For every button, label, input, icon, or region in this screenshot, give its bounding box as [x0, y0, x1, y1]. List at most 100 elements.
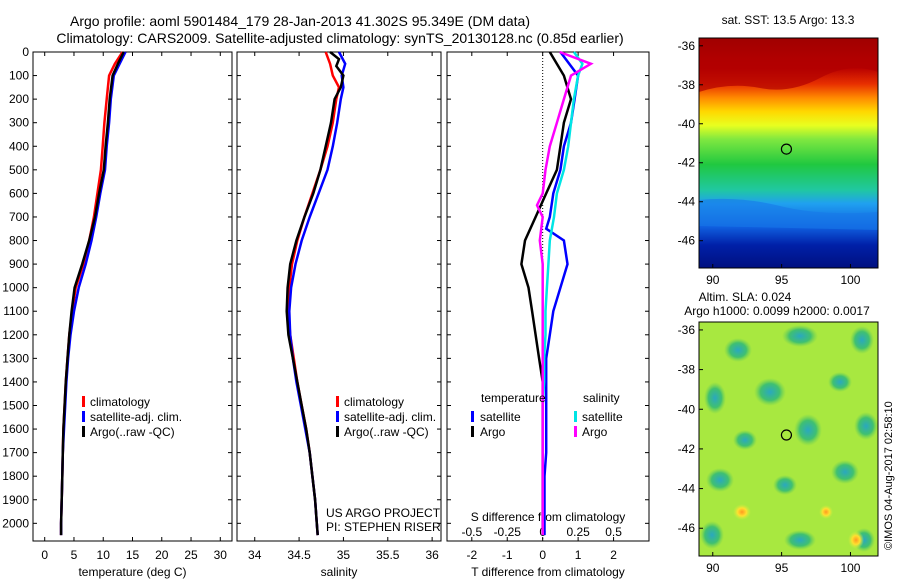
salinity-diff-xlabel: S difference from climatology	[471, 510, 626, 524]
legend-entry-argo: Argo(..raw -QC)	[90, 425, 175, 439]
legend-entry-temp-satellite: satellite	[480, 410, 521, 424]
legend-entry-climatology: climatology	[344, 395, 404, 409]
legend-swatch-argo	[336, 426, 339, 437]
depth-tick-label: 1700	[2, 446, 29, 460]
sst-map-ytick-label: -46	[678, 234, 696, 248]
depth-tick-label: 1000	[2, 281, 29, 295]
sst-map-xtick-label: 100	[840, 273, 860, 287]
sst-map-ytick-label: -44	[678, 195, 696, 209]
temperature-xtick-label: 5	[71, 548, 78, 562]
legend-entry-sal_argo: Argo	[582, 425, 608, 439]
difference-xtick-label: 2	[610, 548, 617, 562]
legend-entry-argo: Argo(..raw -QC)	[344, 425, 429, 439]
sst-map-ytick-label: -38	[678, 78, 696, 92]
salinity-plot-frame	[236, 51, 442, 542]
difference-series-satellite	[543, 51, 580, 536]
sla-map-ytick-label: -38	[678, 363, 696, 377]
depth-tick-label: 1400	[2, 375, 29, 389]
difference-xlabel: T difference from climatology	[471, 565, 625, 579]
depth-tick-label: 0	[22, 45, 29, 59]
temperature-series-argo	[59, 51, 125, 536]
sla-map-ytick-label: -42	[678, 442, 696, 456]
depth-tick-label: 1100	[3, 304, 29, 318]
legend-swatch-satellite	[336, 411, 339, 422]
sla-map-panel: Altim. SLA: 0.024 Argo h1000: 0.0099 h20…	[678, 290, 879, 575]
legend-entry-climatology: climatology	[90, 395, 150, 409]
sst-map-ytick-label: -40	[678, 117, 696, 131]
depth-tick-label: 300	[9, 116, 29, 130]
legend-entry-satellite: satellite-adj. clim.	[90, 410, 182, 424]
sst-map-profile-marker	[780, 143, 793, 155]
salinity-xlabel: salinity	[321, 565, 358, 579]
difference-series-sal_argo	[535, 50, 594, 536]
salinity-series-argo	[285, 51, 345, 536]
depth-tick-label: 1900	[2, 493, 29, 507]
depth-tick-label: 400	[9, 139, 29, 153]
sst-map-ytick-label: -42	[678, 156, 696, 170]
depth-tick-label: 1500	[2, 398, 29, 412]
salinity-xtick-label: 36	[425, 548, 439, 562]
sla-map-subtitle: Argo h1000: 0.0099 h2000: 0.0017	[684, 304, 870, 318]
salinity-profile-panel: 34 34.5 35 35.5 36 salinity climatologysatelli…	[236, 51, 442, 579]
salinity-xtick-label: 35.5	[376, 548, 400, 562]
sst-map-title: sat. SST: 13.5 Argo: 13.3	[722, 13, 855, 27]
difference-xtick-label: 0	[539, 548, 546, 562]
depth-tick-label: 1300	[2, 351, 29, 365]
sla-map-xtick-label: 100	[840, 561, 860, 575]
legend-swatch-temp-argo	[471, 426, 474, 437]
legend-entry-satellite: satellite-adj. clim.	[344, 410, 436, 424]
timestamp-stamp: ©IMOS 04-Aug-2017 02:58:10	[883, 401, 895, 550]
temperature-xtick-label: 15	[126, 548, 140, 562]
sla-map-texture	[700, 325, 878, 552]
salinity-xtick-label: 35	[337, 548, 351, 562]
figure-title-line-2: Climatology: CARS2009. Satellite-adjuste…	[56, 30, 623, 46]
temperature-xtick-label: 10	[97, 548, 111, 562]
sst-front-texture	[699, 60, 878, 92]
sla-map-xtick-label: 95	[775, 561, 789, 575]
legend-entry-sal_satellite: satellite	[582, 410, 623, 424]
temperature-xtick-label: 0	[41, 548, 48, 562]
depth-tick-label: 1600	[2, 422, 29, 436]
sla-map-ytick-label: -44	[678, 482, 696, 496]
sst-map-ytick-label: -36	[678, 39, 696, 53]
sla-map-title: Altim. SLA: 0.024	[699, 290, 792, 304]
salinity-diff-tick-label: 0.5	[605, 525, 622, 539]
sla-map-profile-marker	[780, 429, 793, 441]
temperature-profile-panel: 0100200300400500600700800900100011001200…	[2, 45, 233, 579]
credit-line-2: PI: STEPHEN RISER	[326, 520, 441, 534]
sla-map-ytick-label: -46	[678, 521, 696, 535]
depth-tick-label: 900	[9, 257, 29, 271]
difference-profile-panel: -2 -1 0 1 2 T difference from climatology -0.5…	[446, 50, 650, 579]
sla-map-frame	[698, 321, 879, 557]
sst-map-xtick-label: 95	[775, 273, 789, 287]
difference-xtick-label: -1	[502, 548, 513, 562]
legend-swatch-sal_satellite	[574, 411, 577, 422]
salinity-diff-tick-label: -0.5	[461, 525, 482, 539]
depth-tick-label: 600	[9, 186, 29, 200]
depth-tick-label: 800	[9, 234, 29, 248]
sst-map-frame	[698, 37, 879, 269]
salinity-diff-tick-label: -0.25	[494, 525, 522, 539]
temperature-plot-frame	[32, 51, 233, 542]
depth-tick-label: 2000	[2, 516, 29, 530]
figure-title-line-1: Argo profile: aoml 5901484_179 28-Jan-20…	[70, 13, 530, 29]
legend-swatch-climatology	[82, 396, 85, 407]
salinity-diff-tick-label: 0.25	[566, 525, 590, 539]
sst-map-axes: -36 -38 -40 -42 -44 -46 90 95 100	[678, 39, 861, 287]
salinity-xtick-label: 34.5	[287, 548, 311, 562]
sla-map-ytick-label: -36	[678, 323, 696, 337]
legend-swatch-satellite	[82, 411, 85, 422]
legend-title-temperature: temperature	[481, 391, 546, 405]
legend-swatch-argo	[82, 426, 85, 437]
sla-map-xtick-label: 90	[706, 561, 720, 575]
depth-tick-label: 100	[9, 69, 29, 83]
temperature-xtick-label: 20	[155, 548, 169, 562]
salinity-xtick-label: 34	[248, 548, 262, 562]
depth-tick-label: 200	[9, 92, 29, 106]
temperature-xtick-label: 30	[214, 548, 228, 562]
sst-map-xtick-label: 90	[706, 273, 720, 287]
temperature-xtick-label: 25	[184, 548, 198, 562]
legend-title-salinity: salinity	[583, 391, 620, 405]
depth-tick-label: 500	[9, 163, 29, 177]
